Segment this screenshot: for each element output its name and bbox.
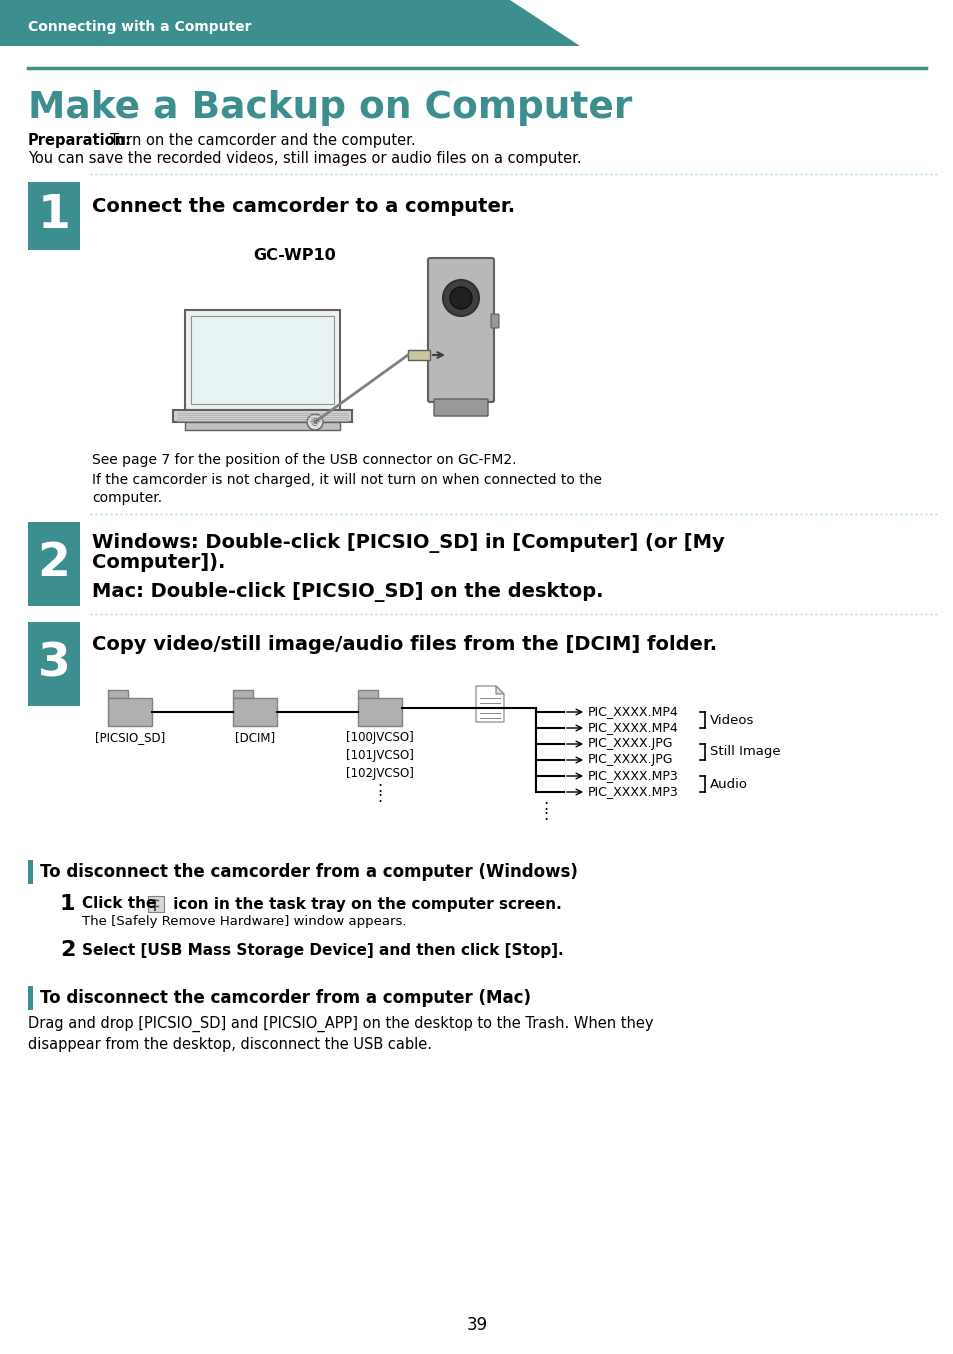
- Text: disappear from the desktop, disconnect the USB cable.: disappear from the desktop, disconnect t…: [28, 1037, 432, 1052]
- FancyBboxPatch shape: [28, 181, 80, 250]
- Text: [100JVCSO]: [100JVCSO]: [346, 731, 414, 745]
- Text: You can save the recorded videos, still images or audio files on a computer.: You can save the recorded videos, still …: [28, 150, 581, 165]
- Text: :: :: [543, 808, 548, 823]
- FancyBboxPatch shape: [185, 310, 339, 410]
- Text: [101JVCSO]: [101JVCSO]: [346, 750, 414, 762]
- Text: Still Image: Still Image: [709, 746, 780, 758]
- Text: Audio: Audio: [709, 777, 747, 791]
- FancyBboxPatch shape: [148, 896, 164, 913]
- Text: Select [USB Mass Storage Device] and then click [Stop].: Select [USB Mass Storage Device] and the…: [82, 942, 563, 957]
- Text: [DCIM]: [DCIM]: [234, 731, 274, 745]
- Text: PIC_XXXX.MP3: PIC_XXXX.MP3: [587, 785, 678, 799]
- Text: To disconnect the camcorder from a computer (Windows): To disconnect the camcorder from a compu…: [40, 862, 578, 881]
- Polygon shape: [496, 686, 503, 695]
- FancyBboxPatch shape: [408, 349, 430, 360]
- Polygon shape: [476, 686, 503, 722]
- Text: computer.: computer.: [91, 492, 162, 505]
- FancyBboxPatch shape: [28, 523, 80, 607]
- FancyBboxPatch shape: [172, 410, 352, 422]
- Polygon shape: [108, 691, 128, 699]
- Text: Drag and drop [PICSIO_SD] and [PICSIO_APP] on the desktop to the Trash. When the: Drag and drop [PICSIO_SD] and [PICSIO_AP…: [28, 1016, 653, 1032]
- Text: Connecting with a Computer: Connecting with a Computer: [28, 20, 252, 34]
- Text: :: :: [543, 799, 548, 814]
- Polygon shape: [233, 699, 276, 726]
- Text: Computer]).: Computer]).: [91, 554, 225, 573]
- Text: PIC_XXXX.JPG: PIC_XXXX.JPG: [587, 738, 673, 750]
- Circle shape: [450, 287, 472, 309]
- Polygon shape: [0, 0, 569, 46]
- Text: PIC_XXXX.MP4: PIC_XXXX.MP4: [587, 722, 678, 734]
- FancyBboxPatch shape: [28, 986, 33, 1010]
- Text: 1: 1: [37, 194, 71, 238]
- Text: Connect the camcorder to a computer.: Connect the camcorder to a computer.: [91, 196, 515, 215]
- Text: Videos: Videos: [709, 714, 754, 727]
- FancyBboxPatch shape: [0, 0, 953, 46]
- Text: Copy video/still image/audio files from the [DCIM] folder.: Copy video/still image/audio files from …: [91, 635, 717, 654]
- FancyBboxPatch shape: [28, 860, 33, 884]
- Text: GC-WP10: GC-WP10: [253, 248, 336, 263]
- Text: Mac: Double-click [PICSIO_SD] on the desktop.: Mac: Double-click [PICSIO_SD] on the des…: [91, 582, 603, 603]
- Circle shape: [307, 414, 323, 431]
- Text: 1: 1: [60, 894, 75, 914]
- Polygon shape: [233, 691, 253, 699]
- Text: PIC_XXXX.MP4: PIC_XXXX.MP4: [587, 705, 678, 719]
- Text: If the camcorder is not charged, it will not turn on when connected to the: If the camcorder is not charged, it will…: [91, 473, 601, 487]
- Circle shape: [442, 280, 478, 315]
- Text: @: @: [311, 417, 319, 427]
- Text: See page 7 for the position of the USB connector on GC-FM2.: See page 7 for the position of the USB c…: [91, 454, 516, 467]
- Polygon shape: [357, 699, 401, 726]
- Text: Make a Backup on Computer: Make a Backup on Computer: [28, 89, 632, 126]
- Text: :: :: [377, 791, 382, 806]
- Text: Click the: Click the: [82, 896, 161, 911]
- Text: 39: 39: [466, 1316, 487, 1334]
- FancyBboxPatch shape: [191, 315, 334, 403]
- Text: Windows: Double-click [PICSIO_SD] in [Computer] (or [My: Windows: Double-click [PICSIO_SD] in [Co…: [91, 533, 724, 552]
- Text: icon in the task tray on the computer screen.: icon in the task tray on the computer sc…: [168, 896, 561, 911]
- Text: [PICSIO_SD]: [PICSIO_SD]: [94, 731, 165, 745]
- FancyBboxPatch shape: [28, 621, 80, 705]
- Text: 2: 2: [60, 940, 75, 960]
- Text: PIC_XXXX.MP3: PIC_XXXX.MP3: [587, 769, 678, 783]
- Text: The [Safely Remove Hardware] window appears.: The [Safely Remove Hardware] window appe…: [82, 915, 406, 929]
- Polygon shape: [108, 699, 152, 726]
- Polygon shape: [510, 0, 953, 46]
- Text: :: :: [377, 780, 382, 796]
- Text: 2: 2: [37, 542, 71, 586]
- FancyBboxPatch shape: [434, 399, 488, 416]
- Text: Preparation:: Preparation:: [28, 133, 132, 148]
- FancyBboxPatch shape: [185, 422, 339, 431]
- Text: [102JVCSO]: [102JVCSO]: [346, 768, 414, 780]
- FancyBboxPatch shape: [428, 259, 494, 402]
- Text: 3: 3: [37, 642, 71, 686]
- FancyBboxPatch shape: [491, 314, 498, 328]
- Polygon shape: [357, 691, 377, 699]
- Text: To disconnect the camcorder from a computer (Mac): To disconnect the camcorder from a compu…: [40, 988, 531, 1007]
- Text: PIC_XXXX.JPG: PIC_XXXX.JPG: [587, 753, 673, 766]
- Text: Turn on the camcorder and the computer.: Turn on the camcorder and the computer.: [110, 133, 416, 148]
